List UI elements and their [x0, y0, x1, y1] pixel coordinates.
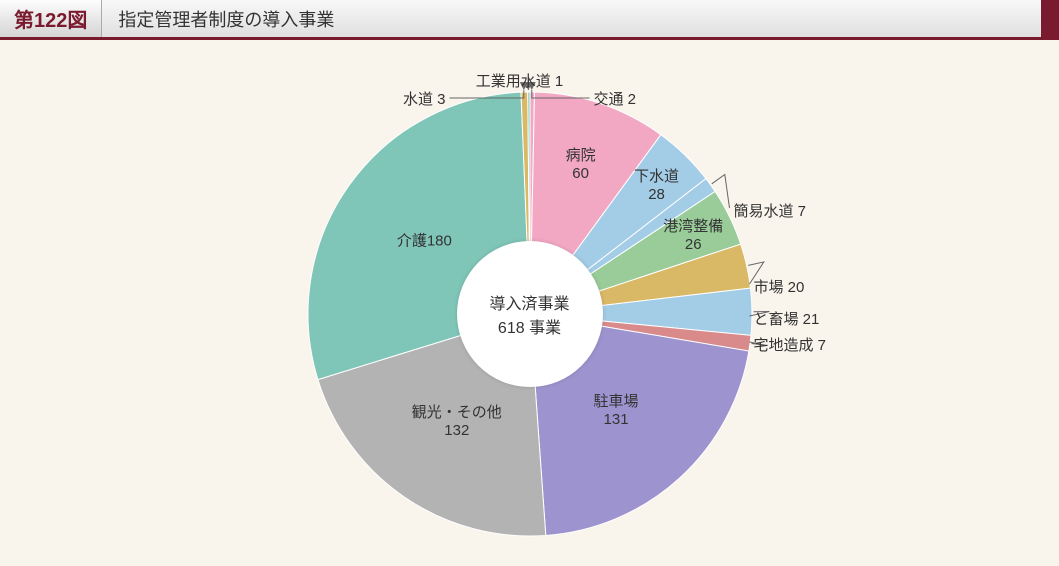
slice-callout-label: 市場 20	[754, 276, 805, 297]
figure-number: 第122図	[0, 0, 102, 37]
slice-callout-label: 宅地造成 7	[754, 334, 827, 355]
center-line-2: 618 事業	[498, 314, 561, 338]
pie-chart-area: 導入済事業 618 事業 交通 2病院60下水道28簡易水道 7港湾整備26市場…	[0, 40, 1059, 560]
figure-header: 第122図 指定管理者制度の導入事業	[0, 0, 1059, 40]
slice-callout-label: と畜場 21	[754, 308, 820, 329]
figure-title: 指定管理者制度の導入事業	[102, 0, 1041, 37]
header-cap	[1041, 0, 1059, 37]
center-line-1: 導入済事業	[489, 290, 569, 314]
pie-center: 導入済事業 618 事業	[457, 241, 603, 387]
